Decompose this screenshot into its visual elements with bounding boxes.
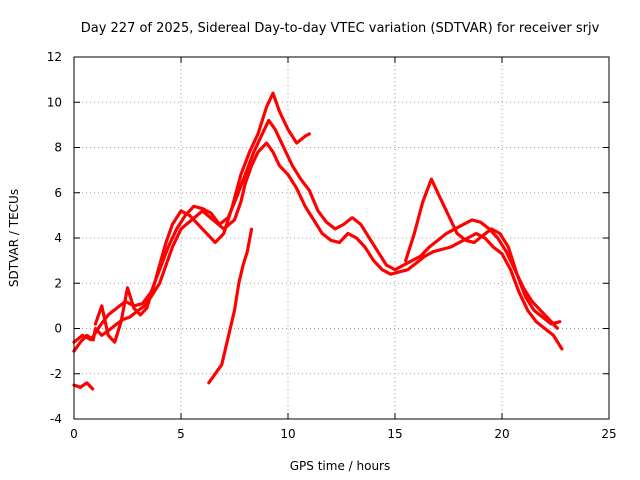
chart-title: Day 227 of 2025, Sidereal Day-to-day VTE… [81, 21, 600, 36]
y-tick-label: -4 [50, 412, 62, 426]
series-line-track-1 [72, 141, 564, 353]
y-axis-label: SDTVAR / TECUs [7, 189, 21, 287]
series-layer [72, 91, 564, 392]
x-tick-label: 20 [494, 427, 509, 441]
y-tick-label: 10 [47, 95, 62, 109]
axis-ticks: 0 5 10 15 20 25 -4 -2 0 2 4 6 8 10 12 [47, 50, 617, 441]
y-tick-label: 4 [54, 231, 62, 245]
x-tick-label: 10 [280, 427, 295, 441]
y-tick-label: 12 [47, 50, 62, 64]
series-line-track-4 [207, 227, 254, 385]
x-axis-label: GPS time / hours [290, 459, 391, 473]
x-tick-label: 15 [387, 427, 402, 441]
y-tick-label: -2 [50, 367, 62, 381]
series-line-track-5 [72, 381, 95, 392]
y-tick-label: 8 [54, 141, 62, 155]
y-tick-label: 0 [54, 322, 62, 336]
y-tick-label: 2 [54, 276, 62, 290]
y-tick-label: 6 [54, 186, 62, 200]
series-line-track-6 [404, 177, 562, 326]
x-tick-label: 25 [601, 427, 616, 441]
x-tick-label: 5 [177, 427, 185, 441]
series-line-track-3 [93, 91, 311, 344]
x-tick-label: 0 [70, 427, 78, 441]
